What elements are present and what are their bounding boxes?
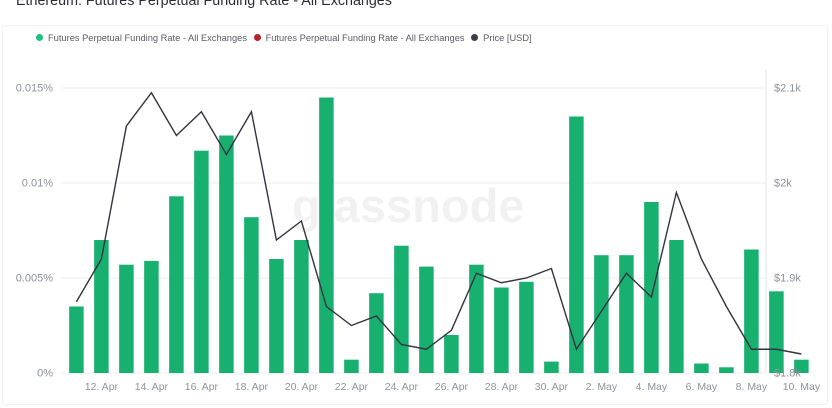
svg-text:26. Apr: 26. Apr [435,381,469,393]
svg-text:30. Apr: 30. Apr [535,381,569,393]
svg-text:2. May: 2. May [586,381,618,393]
svg-text:$2.1k: $2.1k [774,83,801,95]
svg-text:0%: 0% [37,368,53,380]
svg-text:14. Apr: 14. Apr [135,381,169,393]
svg-text:6. May: 6. May [686,381,718,393]
svg-text:16. Apr: 16. Apr [185,381,219,393]
svg-text:$2k: $2k [774,178,792,190]
svg-text:20. Apr: 20. Apr [285,381,319,393]
svg-text:24. Apr: 24. Apr [385,381,419,393]
svg-text:4. May: 4. May [636,381,668,393]
svg-text:0.005%: 0.005% [16,273,54,285]
svg-text:22. Apr: 22. Apr [335,381,369,393]
svg-text:12. Apr: 12. Apr [85,381,119,393]
svg-text:$1.9k: $1.9k [774,273,801,285]
svg-text:$1.8k: $1.8k [774,368,801,380]
svg-text:0.01%: 0.01% [22,178,53,190]
svg-text:8. May: 8. May [736,381,768,393]
svg-text:0.015%: 0.015% [16,83,54,95]
svg-text:18. Apr: 18. Apr [235,381,269,393]
svg-text:10. May: 10. May [783,381,821,393]
svg-text:28. Apr: 28. Apr [485,381,519,393]
